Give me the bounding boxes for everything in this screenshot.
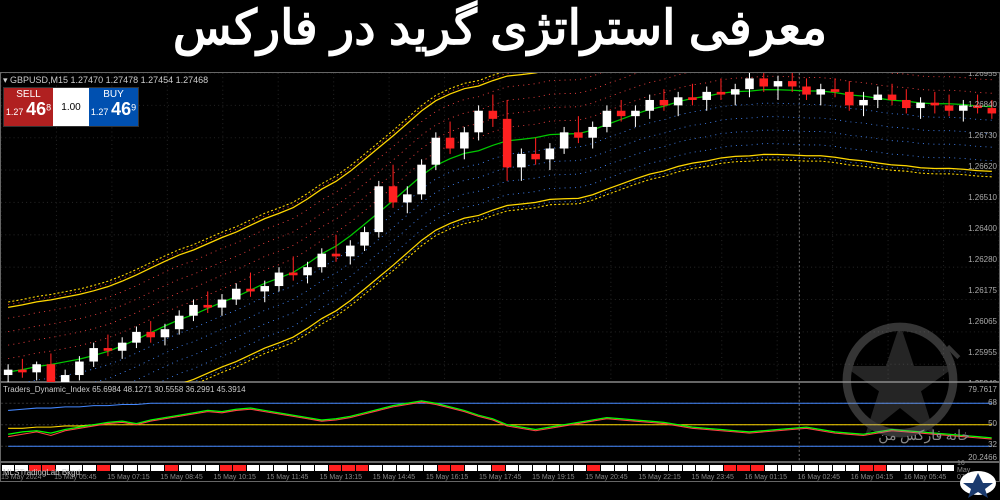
lot-input[interactable] bbox=[53, 88, 89, 126]
bottom-panel: MLSTradingLab Bkgd 15 May 202415 May 05:… bbox=[0, 462, 1000, 482]
bottom-label: MLSTradingLab Bkgd bbox=[1, 468, 80, 477]
page-title: معرفی استراتژی گرید در فارکس bbox=[0, 0, 1000, 72]
trade-panel: SELL 1.27 468 BUY 1.27 469 bbox=[3, 87, 139, 127]
watermark-text: خانه فارکس من bbox=[878, 428, 970, 445]
buy-button[interactable]: BUY 1.27 469 bbox=[89, 88, 138, 126]
sell-button[interactable]: SELL 1.27 468 bbox=[4, 88, 53, 126]
time-axis: 15 May 202415 May 05:4515 May 07:1515 Ma… bbox=[1, 471, 955, 481]
corner-badge-icon bbox=[958, 468, 998, 498]
indicator-label: Traders_Dynamic_Index 65.6984 48.1271 30… bbox=[3, 385, 246, 394]
symbol-label: ▾ GBPUSD,M15 1.27470 1.27478 1.27454 1.2… bbox=[3, 75, 208, 86]
